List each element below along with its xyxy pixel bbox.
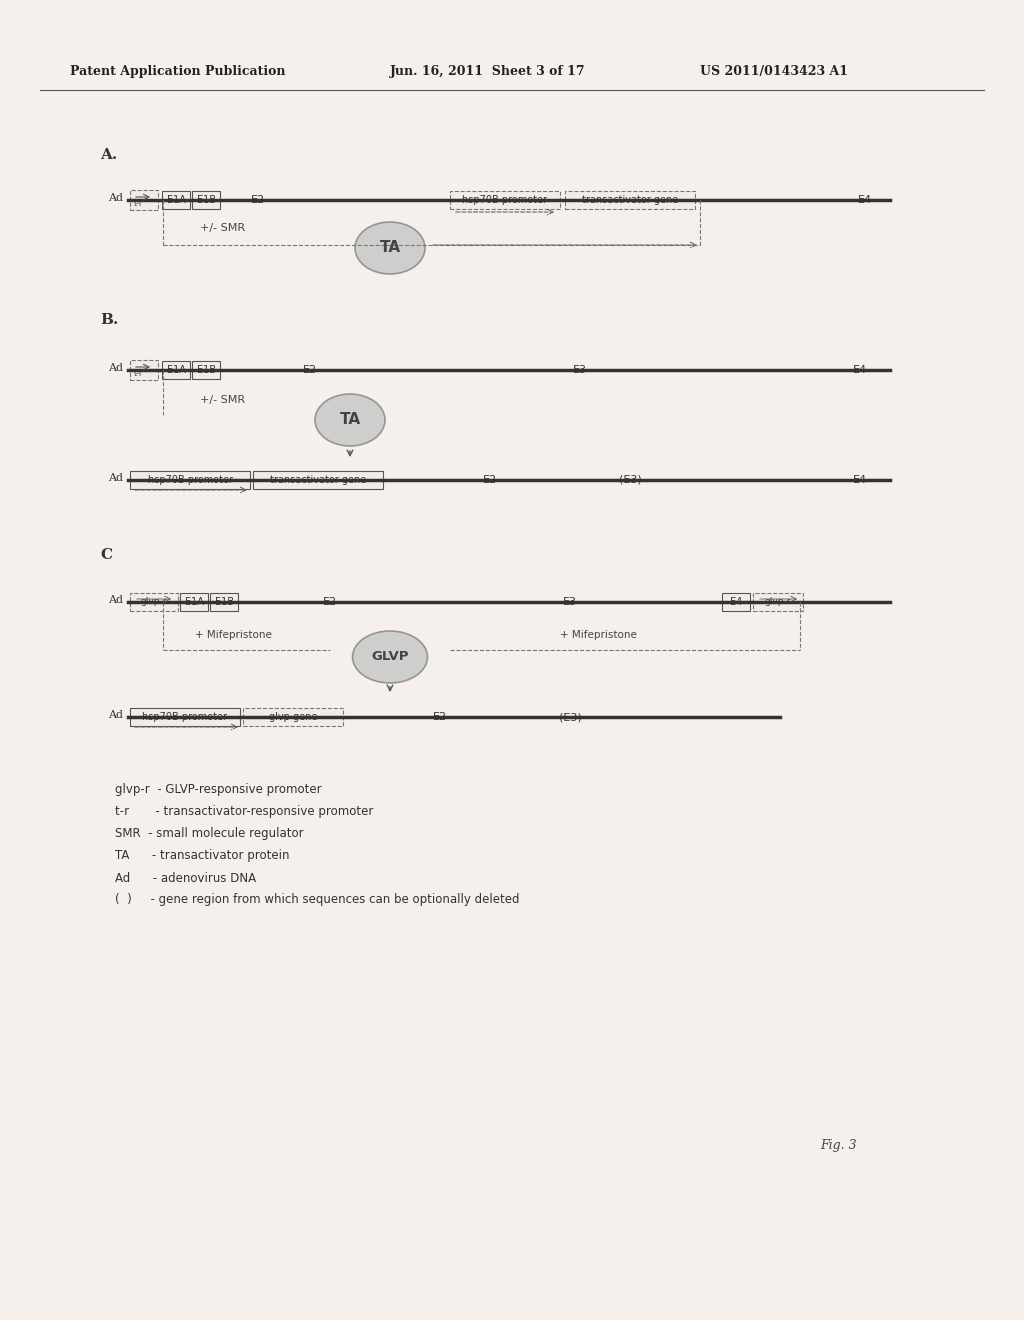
Text: Ad      - adenovirus DNA: Ad - adenovirus DNA <box>115 871 256 884</box>
Text: Fig. 3: Fig. 3 <box>820 1138 857 1151</box>
Ellipse shape <box>315 393 385 446</box>
Text: E1B: E1B <box>197 195 215 205</box>
Text: Jun. 16, 2011  Sheet 3 of 17: Jun. 16, 2011 Sheet 3 of 17 <box>390 66 586 78</box>
Text: glvp gene: glvp gene <box>269 711 317 722</box>
FancyBboxPatch shape <box>130 360 158 380</box>
Text: E2: E2 <box>323 597 337 607</box>
Text: (  )     - gene region from which sequences can be optionally deleted: ( ) - gene region from which sequences c… <box>115 894 519 907</box>
Text: B.: B. <box>100 313 119 327</box>
Text: TA      - transactivator protein: TA - transactivator protein <box>115 850 290 862</box>
Text: glvp-r: glvp-r <box>140 598 167 606</box>
Text: Patent Application Publication: Patent Application Publication <box>70 66 286 78</box>
Text: + Mifepristone: + Mifepristone <box>195 630 272 640</box>
FancyBboxPatch shape <box>130 708 240 726</box>
Text: + Mifepristone: + Mifepristone <box>560 630 637 640</box>
Text: E1B: E1B <box>214 597 233 607</box>
Text: E4: E4 <box>730 597 742 607</box>
Text: E2: E2 <box>251 195 265 205</box>
FancyBboxPatch shape <box>162 191 190 209</box>
Text: hsp70B promoter: hsp70B promoter <box>147 475 232 484</box>
Text: E4: E4 <box>853 475 867 484</box>
Text: US 2011/0143423 A1: US 2011/0143423 A1 <box>700 66 848 78</box>
Text: E1A: E1A <box>184 597 204 607</box>
Text: E1A: E1A <box>167 366 185 375</box>
FancyBboxPatch shape <box>253 471 383 488</box>
Text: E3: E3 <box>573 366 587 375</box>
Text: TA: TA <box>339 412 360 428</box>
Text: transactivator gene: transactivator gene <box>582 195 678 205</box>
Text: E1A: E1A <box>167 195 185 205</box>
Text: GLVP: GLVP <box>372 651 409 664</box>
Text: t-r       - transactivator-responsive promoter: t-r - transactivator-responsive promoter <box>115 805 374 818</box>
FancyBboxPatch shape <box>722 593 750 611</box>
FancyBboxPatch shape <box>130 471 250 488</box>
Text: E1B: E1B <box>197 366 215 375</box>
FancyBboxPatch shape <box>565 191 695 209</box>
Text: +/- SMR: +/- SMR <box>200 395 245 405</box>
Text: (E3): (E3) <box>618 475 641 484</box>
Text: C: C <box>100 548 112 562</box>
FancyBboxPatch shape <box>243 708 343 726</box>
FancyBboxPatch shape <box>210 593 238 611</box>
Text: E2: E2 <box>483 475 497 484</box>
FancyBboxPatch shape <box>130 190 158 210</box>
Text: Ad: Ad <box>108 473 123 483</box>
Text: E2: E2 <box>433 711 447 722</box>
FancyBboxPatch shape <box>753 593 803 611</box>
Text: TA: TA <box>380 240 400 256</box>
Text: glvp-r  - GLVP-responsive promoter: glvp-r - GLVP-responsive promoter <box>115 784 322 796</box>
FancyBboxPatch shape <box>180 593 208 611</box>
Text: E4: E4 <box>853 366 867 375</box>
Text: E3: E3 <box>563 597 577 607</box>
Text: t-r: t-r <box>133 199 142 209</box>
FancyBboxPatch shape <box>450 191 560 209</box>
FancyBboxPatch shape <box>193 191 220 209</box>
Text: hsp70B promoter: hsp70B promoter <box>463 195 548 205</box>
Ellipse shape <box>355 222 425 275</box>
FancyBboxPatch shape <box>193 360 220 379</box>
Text: (E3): (E3) <box>559 711 582 722</box>
Text: SMR  - small molecule regulator: SMR - small molecule regulator <box>115 828 304 841</box>
Text: Ad: Ad <box>108 595 123 605</box>
Text: +/- SMR: +/- SMR <box>200 223 245 234</box>
Ellipse shape <box>352 631 427 682</box>
Text: t-r: t-r <box>133 370 142 379</box>
Text: E2: E2 <box>303 366 317 375</box>
Text: A.: A. <box>100 148 118 162</box>
FancyBboxPatch shape <box>162 360 190 379</box>
FancyBboxPatch shape <box>130 593 178 611</box>
Text: E4: E4 <box>858 195 872 205</box>
Text: Ad: Ad <box>108 710 123 719</box>
Text: transactivator gene: transactivator gene <box>270 475 367 484</box>
Text: Ad: Ad <box>108 363 123 374</box>
Text: glvp-r: glvp-r <box>765 598 792 606</box>
Text: hsp70B promoter: hsp70B promoter <box>142 711 227 722</box>
Text: Ad: Ad <box>108 193 123 203</box>
